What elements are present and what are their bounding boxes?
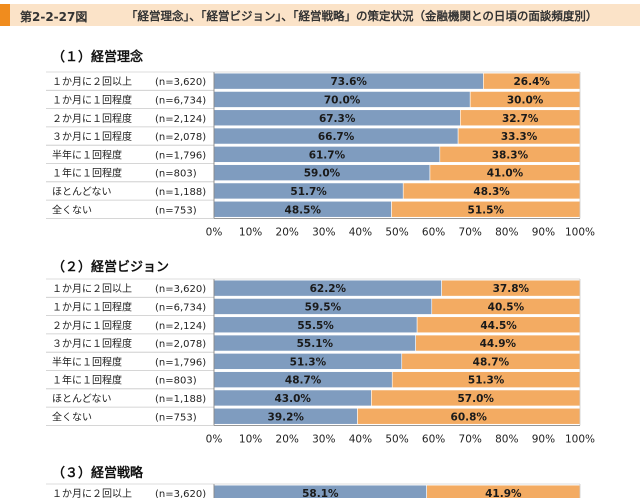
x-tick-label: 60% [422, 226, 445, 238]
category-label: ２か月に１回程度 [52, 112, 132, 125]
x-tick-label: 70% [459, 433, 482, 445]
bar-value-label-no: 60.8% [451, 411, 488, 423]
category-label: ほとんどない [52, 186, 112, 198]
bar-value-label-no: 26.4% [513, 76, 550, 88]
sample-size-label: (n=6,734) [155, 95, 206, 106]
bar-value-label-yes: 51.7% [290, 186, 327, 198]
category-label: 半年に１回程度 [52, 355, 122, 368]
bar-value-label-yes: 67.3% [319, 113, 356, 125]
sample-size-label: (n=2,078) [155, 132, 206, 143]
category-label: １年に１回程度 [52, 167, 122, 180]
x-tick-label: 30% [312, 226, 335, 238]
category-label: 全くない [52, 203, 92, 216]
bar-value-label-no: 48.3% [473, 186, 510, 198]
sample-size-label: (n=2,124) [155, 114, 206, 125]
bar-value-label-yes: 43.0% [274, 393, 311, 405]
sample-size-label: (n=3,620) [155, 489, 206, 498]
category-label: １か月に１回程度 [52, 300, 132, 313]
sample-size-label: (n=1,796) [155, 150, 206, 161]
x-tick-label: 80% [495, 226, 518, 238]
bar-value-label-yes: 48.5% [285, 204, 322, 216]
sample-size-label: (n=3,620) [155, 77, 206, 88]
x-tick-label: 50% [385, 433, 408, 445]
bar-value-label-no: 57.0% [457, 393, 494, 405]
section-title-keiei-senryaku: （３）経営戦略 [52, 466, 144, 481]
sample-size-label: (n=3,620) [155, 284, 206, 295]
bar-value-label-yes: 55.5% [297, 320, 334, 332]
x-tick-label: 30% [312, 433, 335, 445]
category-label: 半年に１回程度 [52, 148, 122, 161]
x-tick-label: 40% [349, 226, 372, 238]
x-tick-label: 90% [532, 433, 555, 445]
sample-size-label: (n=803) [155, 376, 197, 387]
x-tick-label: 90% [532, 226, 555, 238]
bar-value-label-no: 41.9% [485, 488, 522, 498]
x-tick-label: 60% [422, 433, 445, 445]
sample-size-label: (n=753) [155, 412, 197, 423]
category-label: １か月に２回以上 [52, 488, 132, 498]
section-title-keiei-vision: （２）経営ビジョン [52, 260, 170, 275]
bar-value-label-no: 40.5% [488, 301, 525, 313]
x-tick-label: 10% [239, 433, 262, 445]
sample-size-label: (n=1,796) [155, 357, 206, 368]
x-tick-label: 0% [206, 433, 223, 445]
x-tick-label: 50% [385, 226, 408, 238]
x-tick-label: 80% [495, 433, 518, 445]
bar-value-label-yes: 55.1% [297, 338, 334, 350]
bar-value-label-yes: 70.0% [324, 94, 361, 106]
sample-size-label: (n=1,188) [155, 394, 206, 405]
bar-value-label-yes: 73.6% [330, 76, 367, 88]
bar-value-label-no: 33.3% [501, 131, 538, 143]
header-accent-bar [0, 4, 10, 26]
sample-size-label: (n=2,078) [155, 339, 206, 350]
header-band [10, 4, 640, 26]
category-label: 全くない [52, 410, 92, 423]
bar-value-label-no: 44.5% [480, 320, 517, 332]
bar-value-label-yes: 66.7% [318, 131, 355, 143]
x-tick-label: 100% [565, 226, 595, 238]
bar-value-label-yes: 59.0% [304, 168, 341, 180]
bar-value-label-yes: 39.2% [268, 411, 305, 423]
sample-size-label: (n=753) [155, 205, 197, 216]
bar-value-label-no: 51.3% [468, 375, 505, 387]
x-tick-label: 10% [239, 226, 262, 238]
sample-size-label: (n=2,124) [155, 321, 206, 332]
bar-value-label-no: 38.3% [492, 149, 529, 161]
category-label: １か月に１回程度 [52, 93, 132, 106]
x-tick-label: 70% [459, 226, 482, 238]
category-label: ３か月に１回程度 [52, 337, 132, 350]
bar-value-label-yes: 48.7% [285, 375, 322, 387]
category-label: ２か月に１回程度 [52, 319, 132, 332]
bar-value-label-yes: 59.5% [305, 301, 342, 313]
section-title-keiei-rinen: （１）経営理念 [52, 50, 144, 65]
bar-value-label-no: 51.5% [468, 204, 505, 216]
category-label: １か月に２回以上 [52, 283, 132, 295]
sample-size-label: (n=1,188) [155, 187, 206, 198]
figure-title: 「経営理念」、「経営ビジョン」、「経営戦略」の策定状況（金融機関との日頃の面談頻… [126, 9, 598, 23]
category-label: ３か月に１回程度 [52, 130, 132, 143]
category-label: ほとんどない [52, 393, 112, 405]
bar-value-label-yes: 61.7% [309, 149, 346, 161]
sample-size-label: (n=6,734) [155, 302, 206, 313]
bar-value-label-no: 37.8% [493, 283, 530, 295]
bar-value-label-no: 32.7% [502, 113, 539, 125]
figure-number: 第2-2-27図 [20, 10, 88, 24]
category-label: １か月に２回以上 [52, 76, 132, 88]
bar-value-label-yes: 62.2% [310, 283, 347, 295]
bar-value-label-no: 48.7% [473, 356, 510, 368]
bar-value-label-yes: 58.1% [302, 488, 339, 498]
figure-header: 第2-2-27図 「経営理念」、「経営ビジョン」、「経営戦略」の策定状況（金融機… [0, 0, 640, 34]
bar-value-label-no: 44.9% [480, 338, 517, 350]
x-tick-label: 40% [349, 433, 372, 445]
bar-value-label-no: 30.0% [507, 94, 544, 106]
x-tick-label: 100% [565, 433, 595, 445]
sample-size-label: (n=803) [155, 169, 197, 180]
x-tick-label: 20% [276, 433, 299, 445]
x-tick-label: 0% [206, 226, 223, 238]
bar-value-label-no: 41.0% [487, 168, 524, 180]
bar-value-label-yes: 51.3% [290, 356, 327, 368]
x-tick-label: 20% [276, 226, 299, 238]
category-label: １年に１回程度 [52, 374, 122, 387]
